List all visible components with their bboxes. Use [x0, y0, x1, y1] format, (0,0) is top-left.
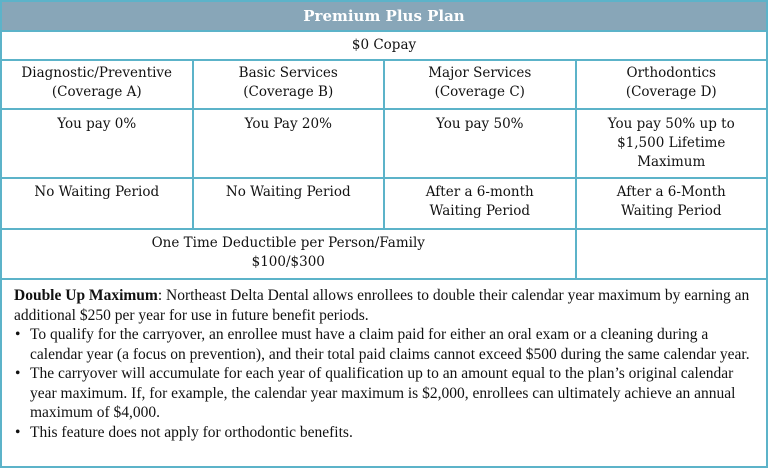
- copay-cell: $0 Copay: [0, 30, 768, 61]
- double-up-note: Double Up Maximum: Northeast Delta Denta…: [0, 278, 768, 468]
- coverage-label: (Coverage A): [51, 84, 142, 100]
- coverage-name: Orthodontics: [626, 65, 716, 81]
- coverage-name: Basic Services: [238, 65, 338, 81]
- coverage-a-header: Diagnostic/Preventive (Coverage A): [0, 59, 194, 110]
- waiting-cell-a: No Waiting Period: [0, 177, 194, 230]
- plan-title: Premium Plus Plan: [0, 0, 768, 32]
- bullet-icon: •: [15, 365, 21, 382]
- list-item: • This feature does not apply for orthodo…: [14, 423, 754, 443]
- note-bullets: • To qualify for the carryover, an enroll…: [14, 325, 754, 442]
- list-item: • To qualify for the carryover, an enroll…: [14, 325, 754, 364]
- bullet-icon: •: [15, 326, 21, 343]
- deductible-label: One Time Deductible per Person/Family: [151, 235, 425, 251]
- deductible-value: $100/$300: [251, 254, 325, 270]
- empty-cell: [574, 228, 768, 280]
- pay-cell-b: You Pay 20%: [191, 108, 385, 179]
- coverage-label: (Coverage C): [434, 84, 525, 100]
- note-intro: : Northeast Delta Dental allows enrollee…: [14, 287, 750, 324]
- pay-cell-c: You pay 50%: [383, 108, 577, 179]
- coverage-name: Diagnostic/Preventive: [21, 65, 173, 81]
- deductible-cell: One Time Deductible per Person/Family $10…: [0, 228, 577, 280]
- coverage-name: Major Services: [428, 65, 532, 81]
- waiting-cell-b: No Waiting Period: [191, 177, 385, 230]
- bullet-text: The carryover will accumulate for each y…: [30, 365, 736, 421]
- coverage-d-header: Orthodontics (Coverage D): [574, 59, 768, 110]
- waiting-cell-c: After a 6-month Waiting Period: [383, 177, 577, 230]
- pay-cell-a: You pay 0%: [0, 108, 194, 179]
- coverage-b-header: Basic Services (Coverage B): [191, 59, 385, 110]
- bullet-text: This feature does not apply for orthodon…: [30, 423, 353, 441]
- bullet-text: To qualify for the carryover, an enrolle…: [30, 326, 750, 363]
- note-heading: Double Up Maximum: [14, 287, 158, 304]
- list-item: • The carryover will accumulate for each …: [14, 364, 754, 423]
- coverage-c-header: Major Services (Coverage C): [383, 59, 577, 110]
- waiting-cell-d: After a 6-Month Waiting Period: [574, 177, 768, 230]
- pay-cell-d: You pay 50% up to $1,500 Lifetime Maximu…: [574, 108, 768, 179]
- coverage-label: (Coverage D): [625, 84, 717, 100]
- coverage-label: (Coverage B): [243, 84, 334, 100]
- bullet-icon: •: [15, 423, 21, 441]
